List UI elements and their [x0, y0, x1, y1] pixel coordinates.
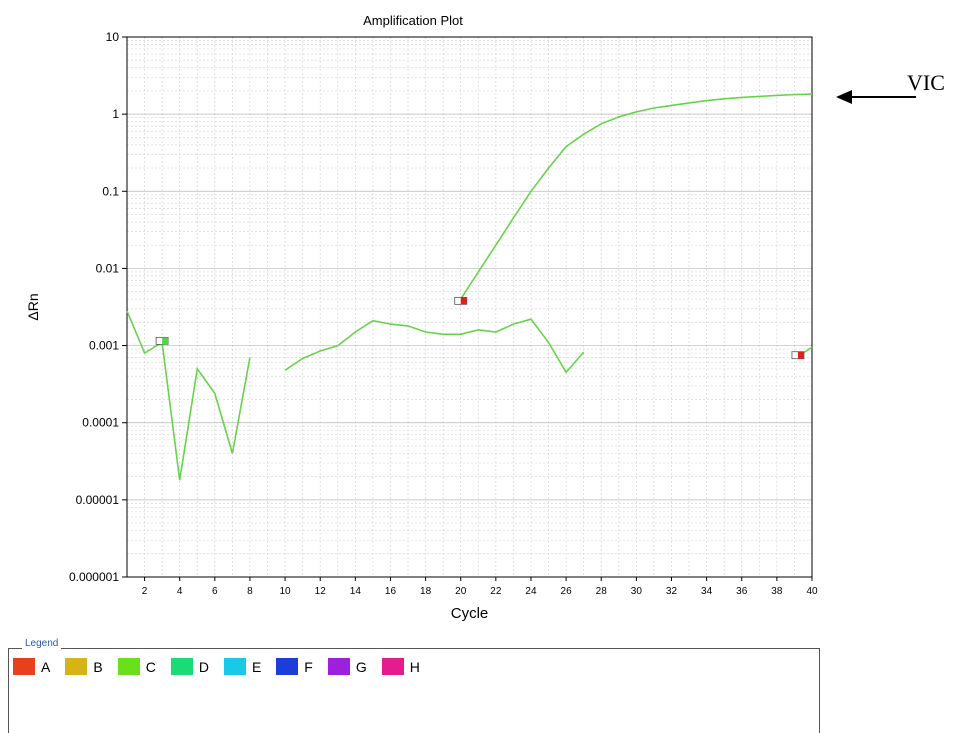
- x-tick-label: 34: [701, 586, 713, 597]
- legend-item-b[interactable]: B: [65, 658, 103, 675]
- legend-item-d[interactable]: D: [170, 658, 209, 675]
- x-tick-label: 16: [385, 586, 397, 597]
- legend-label: B: [93, 658, 103, 675]
- legend-label: H: [409, 658, 420, 675]
- chart-title: Amplification Plot: [363, 13, 463, 28]
- legend-label: D: [198, 658, 209, 675]
- x-tick-label: 14: [350, 586, 362, 597]
- legend-label: G: [355, 658, 367, 675]
- legend-label: A: [41, 658, 51, 675]
- y-axis: 0.000001 0.00001 0.0001 0.001 0.01 0.1 1 10: [69, 30, 127, 584]
- legend-swatch: [381, 658, 404, 675]
- vic-annotation: VIC: [907, 70, 945, 95]
- legend-item-a[interactable]: A: [13, 658, 50, 675]
- marker-fill: [797, 351, 804, 359]
- x-tick-label: 18: [420, 586, 432, 597]
- y-tick-label: 10: [106, 30, 120, 44]
- legend-swatch: [170, 658, 193, 675]
- legend-item-f[interactable]: F: [276, 658, 313, 675]
- legend-label: F: [304, 658, 313, 675]
- legend-swatch: [276, 658, 299, 675]
- x-tick-label: 8: [247, 586, 253, 597]
- x-tick-label: 40: [806, 586, 818, 597]
- marker-fill: [162, 337, 169, 345]
- x-tick-label: 22: [490, 586, 502, 597]
- threshold-markers: [155, 296, 805, 360]
- legend-items: A B C D E F G H: [13, 658, 435, 675]
- x-tick-label: 24: [525, 586, 537, 597]
- legend-swatch: [13, 658, 35, 675]
- x-tick-label: 32: [666, 586, 678, 597]
- x-tick-label: 36: [736, 586, 748, 597]
- x-tick-label: 12: [315, 586, 327, 597]
- y-tick-label: 0.001: [89, 339, 119, 353]
- y-tick-label: 0.000001: [69, 570, 119, 584]
- annotation-arrow: [836, 90, 916, 104]
- legend-item-e[interactable]: E: [223, 658, 262, 675]
- x-tick-label: 4: [177, 586, 183, 597]
- series-line: [284, 318, 585, 374]
- legend-label: C: [145, 658, 156, 675]
- legend-label: E: [251, 658, 262, 675]
- series-lines: [126, 93, 813, 481]
- y-axis-label: ΔRn: [25, 293, 41, 320]
- x-tick-label: 20: [455, 586, 467, 597]
- x-tick-label: 6: [212, 586, 218, 597]
- y-tick-label: 0.1: [102, 184, 119, 198]
- legend-swatch: [223, 658, 246, 675]
- y-tick-label: 0.0001: [82, 416, 119, 430]
- marker-fill: [460, 297, 467, 305]
- x-tick-label: 30: [631, 586, 643, 597]
- legend-swatch: [117, 658, 140, 675]
- series-line: [460, 93, 813, 300]
- y-tick-label: 0.01: [96, 261, 120, 275]
- legend-item-c[interactable]: C: [117, 658, 156, 675]
- x-tick-label: 28: [596, 586, 608, 597]
- legend-item-h[interactable]: H: [381, 658, 420, 675]
- legend-title: Legend: [22, 638, 62, 649]
- grid-lines: [126, 37, 813, 578]
- x-axis: 2 4 6 8 10 12 14 16 18 20 22 24 26 28 30 32 34 36 38 40: [142, 577, 818, 597]
- x-tick-label: 26: [561, 586, 573, 597]
- y-tick-label: 0.00001: [76, 493, 120, 507]
- x-tick-label: 10: [280, 586, 292, 597]
- series-line: [802, 346, 813, 354]
- y-tick-label: 1: [112, 107, 119, 121]
- x-tick-label: 38: [771, 586, 783, 597]
- legend-item-g[interactable]: G: [327, 658, 367, 675]
- x-axis-label: Cycle: [451, 605, 489, 622]
- legend-swatch: [327, 658, 350, 675]
- legend-swatch: [65, 658, 88, 675]
- legend-panel: [8, 648, 820, 733]
- plot-area: [126, 36, 813, 578]
- x-tick-label: 2: [142, 586, 148, 597]
- series-line: [126, 310, 251, 481]
